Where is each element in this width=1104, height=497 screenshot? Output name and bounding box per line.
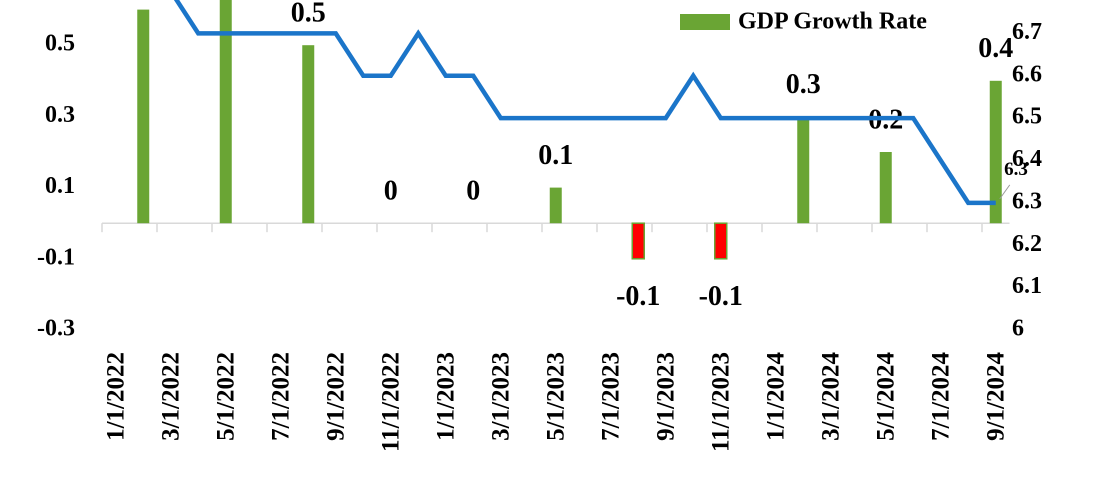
x-tick-label: 7/1/2022 (267, 352, 294, 441)
data-label: 6.3 (1004, 159, 1028, 180)
y2-tick-label: 6.3 (1012, 188, 1042, 214)
y2-tick-label: 6.8 (1012, 0, 1042, 3)
y-tick-label: 0.5 (45, 31, 75, 57)
y2-tick-label: 6.7 (1012, 19, 1042, 45)
x-tick-label: 7/1/2023 (597, 352, 624, 441)
data-label: -0.1 (699, 281, 743, 312)
y2-tick-label: 6 (1012, 316, 1024, 342)
bar (797, 116, 810, 224)
data-label: 0 (466, 176, 480, 207)
y-tick-label: -0.1 (37, 244, 75, 270)
bar (989, 80, 1002, 224)
x-tick-label: 3/1/2023 (487, 352, 514, 441)
y2-tick-label: 6.6 (1012, 61, 1042, 87)
data-label: 0.1 (538, 140, 573, 171)
x-tick-label: 11/1/2022 (377, 352, 404, 452)
y2-tick-label: 6.1 (1012, 273, 1042, 299)
bar (879, 152, 892, 224)
x-tick-label: 3/1/2022 (157, 352, 184, 441)
legend-swatch (680, 14, 730, 30)
x-tick-label: 5/1/2023 (542, 352, 569, 441)
x-tick-label: 1/1/2022 (102, 352, 129, 441)
bar (631, 222, 645, 260)
data-label: -0.1 (616, 281, 660, 312)
line (173, 0, 996, 206)
bar (219, 0, 232, 224)
x-tick-label: 11/1/2023 (707, 352, 734, 452)
y-tick-label: 0.1 (45, 173, 75, 199)
x-tick-label: 5/1/2024 (872, 352, 899, 441)
data-label: 0.3 (786, 69, 821, 100)
x-tick-label: 9/1/2022 (322, 352, 349, 441)
x-tick-label: 1/1/2024 (762, 352, 789, 441)
bar (302, 45, 315, 224)
x-tick-label: 5/1/2022 (212, 352, 239, 441)
y-tick-label: -0.3 (37, 316, 75, 342)
x-tick-label: 9/1/2024 (982, 352, 1009, 441)
bar (714, 222, 728, 260)
x-tick-label: 7/1/2024 (927, 352, 954, 441)
data-label: 0.5 (291, 0, 326, 29)
data-label: 0.4 (978, 33, 1013, 64)
y2-tick-label: 6.4 (1012, 146, 1042, 172)
x-tick-label: 1/1/2023 (432, 352, 459, 441)
y2-tick-label: 6.2 (1012, 231, 1042, 257)
bar (549, 187, 562, 224)
x-tick-label: 3/1/2024 (817, 352, 844, 441)
y-tick-label: 0.3 (45, 102, 75, 128)
data-label: 0 (384, 176, 398, 207)
leader-line (999, 184, 1011, 200)
bar (137, 9, 150, 224)
y2-tick-label: 6.5 (1012, 104, 1042, 130)
x-tick-label: 9/1/2023 (652, 352, 679, 441)
legend-label: GDP Growth Rate (738, 9, 927, 35)
